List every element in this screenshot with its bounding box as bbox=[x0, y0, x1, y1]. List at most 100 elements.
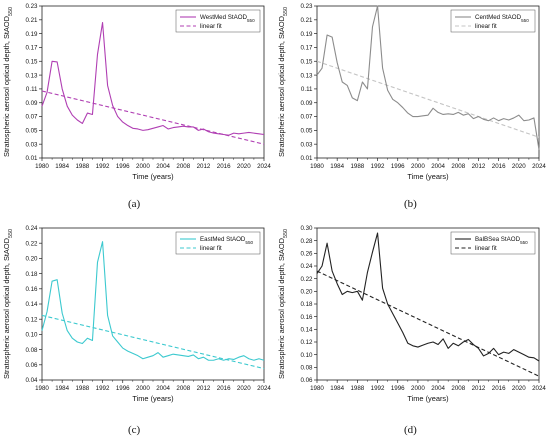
y-tick-label: 0.09 bbox=[25, 100, 38, 107]
legend-fit-label: linear fit bbox=[200, 23, 222, 30]
y-axis-title-text: Stratospheric aerosol optical depth, StA… bbox=[277, 238, 286, 379]
series-line bbox=[316, 232, 540, 362]
y-tick-label: 0.11 bbox=[26, 86, 38, 93]
series-line bbox=[41, 241, 265, 361]
legend-box bbox=[175, 9, 261, 33]
y-tick-label: 0.24 bbox=[25, 225, 38, 232]
y-tick-label: 0.01 bbox=[25, 155, 38, 162]
legend-series-label-subscript: 550 bbox=[245, 240, 253, 245]
x-axis-title: Time (years) bbox=[132, 172, 173, 181]
series-line bbox=[41, 22, 265, 136]
legend-series-label-text: BalBSea StAOD bbox=[475, 236, 521, 243]
x-tick-label: 2000 bbox=[411, 163, 425, 170]
y-tick-label: 0.06 bbox=[300, 377, 313, 384]
legend-fit-label: linear fit bbox=[475, 23, 497, 30]
x-tick-label: 2020 bbox=[237, 163, 251, 170]
y-tick-label: 0.30 bbox=[300, 225, 313, 232]
y-tick-label: 0.14 bbox=[300, 327, 313, 334]
x-tick-label: 2008 bbox=[451, 163, 465, 170]
x-tick-label: 1980 bbox=[35, 163, 49, 170]
caption-d: (d) bbox=[404, 424, 417, 436]
y-tick-label: 0.16 bbox=[25, 286, 38, 293]
legend-series-label: BalBSea StAOD550 bbox=[475, 236, 528, 245]
y-tick-label: 0.07 bbox=[300, 114, 313, 121]
y-tick-label: 0.28 bbox=[300, 238, 313, 245]
x-tick-label: 1988 bbox=[75, 385, 89, 392]
y-tick-label: 0.20 bbox=[25, 256, 38, 263]
x-tick-label: 2012 bbox=[472, 163, 486, 170]
legend-series-label-text: WestMed StAOD bbox=[200, 14, 248, 21]
y-tick-label: 0.13 bbox=[25, 72, 38, 79]
caption-b: (b) bbox=[404, 198, 417, 210]
x-tick-label: 2004 bbox=[431, 163, 445, 170]
y-tick-label: 0.15 bbox=[300, 58, 313, 65]
x-tick-label: 2012 bbox=[197, 163, 211, 170]
x-tick-label: 1980 bbox=[310, 163, 324, 170]
y-tick-label: 0.05 bbox=[300, 128, 313, 135]
y-tick-label: 0.16 bbox=[300, 314, 313, 321]
x-tick-label: 1992 bbox=[371, 385, 385, 392]
linear-fit-line bbox=[316, 270, 540, 377]
x-tick-label: 1996 bbox=[116, 385, 130, 392]
y-tick-label: 0.18 bbox=[25, 271, 38, 278]
legend-box bbox=[450, 9, 536, 33]
y-tick-label: 0.08 bbox=[25, 347, 38, 354]
y-tick-label: 0.05 bbox=[25, 128, 38, 135]
x-tick-label: 1988 bbox=[75, 163, 89, 170]
y-tick-label: 0.11 bbox=[301, 86, 313, 93]
x-tick-label: 2000 bbox=[136, 163, 150, 170]
y-axis-title: Stratospheric aerosol optical depth, StA… bbox=[2, 229, 14, 379]
legend-series-label-subscript: 550 bbox=[521, 18, 529, 23]
y-tick-label: 0.03 bbox=[300, 141, 313, 148]
x-tick-label: 2012 bbox=[197, 385, 211, 392]
y-tick-label: 0.15 bbox=[25, 58, 38, 65]
y-axis-title-text: Stratospheric aerosol optical depth, StA… bbox=[277, 16, 286, 157]
y-tick-label: 0.24 bbox=[300, 263, 313, 270]
y-tick-label: 0.22 bbox=[300, 276, 313, 283]
y-tick-label: 0.18 bbox=[300, 301, 313, 308]
x-tick-label: 1984 bbox=[330, 385, 344, 392]
x-tick-label: 2004 bbox=[431, 385, 445, 392]
y-tick-label: 0.04 bbox=[25, 377, 38, 384]
y-tick-label: 0.23 bbox=[25, 3, 38, 10]
y-tick-label: 0.19 bbox=[25, 31, 38, 38]
legend-series-label: WestMed StAOD550 bbox=[200, 14, 255, 23]
linear-fit-line bbox=[41, 314, 265, 370]
y-tick-label: 0.13 bbox=[300, 72, 313, 79]
x-tick-label: 2000 bbox=[411, 385, 425, 392]
legend-box bbox=[450, 231, 536, 255]
x-tick-label: 1984 bbox=[55, 163, 69, 170]
y-axis-title-subscript: 550 bbox=[283, 7, 289, 16]
x-axis-title: Time (years) bbox=[407, 394, 448, 403]
x-tick-label: 2000 bbox=[136, 385, 150, 392]
y-axis-title: Stratospheric aerosol optical depth, StA… bbox=[2, 7, 14, 157]
x-tick-label: 1996 bbox=[391, 385, 405, 392]
x-tick-label: 2016 bbox=[217, 385, 231, 392]
x-tick-label: 2024 bbox=[532, 163, 546, 170]
y-tick-label: 0.03 bbox=[25, 141, 38, 148]
x-tick-label: 2008 bbox=[176, 385, 190, 392]
y-tick-label: 0.10 bbox=[300, 352, 313, 359]
x-tick-label: 2020 bbox=[512, 385, 526, 392]
y-tick-label: 0.07 bbox=[25, 114, 38, 121]
x-tick-label: 1992 bbox=[96, 385, 110, 392]
chart-panel-c: 0.04 0.06 0.08 0.10 0.12 0.14 0.16 0.18 0.20 0.22… bbox=[2, 225, 271, 403]
x-tick-label: 1996 bbox=[116, 163, 130, 170]
y-tick-label: 0.12 bbox=[300, 339, 313, 346]
y-axis-title-subscript: 550 bbox=[8, 229, 14, 238]
y-tick-label: 0.08 bbox=[300, 365, 313, 372]
y-tick-label: 0.12 bbox=[25, 316, 38, 323]
y-axis-title-text: Stratospheric aerosol optical depth, StA… bbox=[2, 16, 11, 157]
legend-series-label-subscript: 550 bbox=[247, 18, 255, 23]
x-tick-label: 1984 bbox=[55, 385, 69, 392]
y-axis-title-subscript: 550 bbox=[8, 7, 14, 16]
legend-box bbox=[175, 231, 261, 255]
series-line bbox=[316, 5, 540, 150]
x-tick-label: 2016 bbox=[217, 163, 231, 170]
y-tick-label: 0.26 bbox=[300, 251, 313, 258]
x-tick-label: 2016 bbox=[492, 385, 506, 392]
legend-series-label-subscript: 550 bbox=[520, 240, 528, 245]
x-tick-label: 1988 bbox=[350, 385, 364, 392]
